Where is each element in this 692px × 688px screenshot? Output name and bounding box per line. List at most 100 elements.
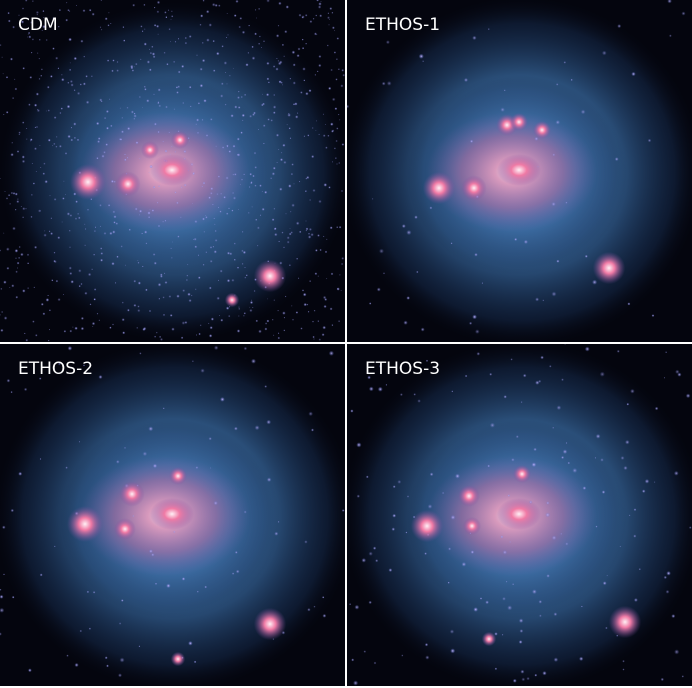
subhalo-dot <box>145 288 148 292</box>
subhalo-dot <box>138 209 143 213</box>
subhalo-dot <box>449 629 455 634</box>
subhalo-dot <box>242 250 247 255</box>
subhalo-dot <box>317 275 319 277</box>
subhalo-dot <box>124 153 126 156</box>
subhalo-dot <box>126 106 129 109</box>
subhalo-dot <box>276 57 278 60</box>
subhalo-dot <box>292 81 296 85</box>
subhalo-dot <box>14 208 17 211</box>
subhalo-dot <box>77 213 79 215</box>
subhalo-dot <box>197 102 201 105</box>
subhalo-dot <box>47 138 51 142</box>
halo-center <box>497 498 541 530</box>
subhalo-dot <box>149 209 151 211</box>
subhalo-dot <box>3 280 7 284</box>
subhalo-dot <box>57 362 62 366</box>
subhalo-dot <box>61 78 65 82</box>
subhalo-dot <box>4 190 6 193</box>
subhalo-dot <box>217 279 220 281</box>
subhalo-dot <box>153 6 156 9</box>
subhalo-dot <box>36 109 41 113</box>
subhalo-dot <box>322 613 327 618</box>
subhalo-dot <box>500 535 504 539</box>
subhalo-dot <box>39 573 43 577</box>
subhalo-dot <box>22 289 26 293</box>
subhalo-dot <box>96 121 100 126</box>
subhalo-dot <box>605 626 608 630</box>
subhalo-dot <box>63 180 65 182</box>
subhalo-dot <box>630 388 635 394</box>
subhalo-dot <box>208 286 212 290</box>
subhalo-dot <box>105 143 109 147</box>
subhalo-dot <box>392 513 397 518</box>
subhalo-dot <box>277 521 280 523</box>
subhalo-dot <box>6 266 10 270</box>
subhalo-dot <box>146 60 151 64</box>
subhalo-dot <box>226 12 228 15</box>
subhalo-dot <box>318 133 320 136</box>
subhalo-dot <box>72 326 74 328</box>
subhalo-dot <box>202 0 205 2</box>
subhalo-dot <box>84 244 86 247</box>
subhalo-dot <box>378 364 383 369</box>
subhalo-dot <box>220 318 224 322</box>
subhalo-dot <box>142 265 144 268</box>
subhalo-dot <box>487 28 490 31</box>
subhalo-dot <box>520 401 523 404</box>
subhalo-dot <box>93 229 97 233</box>
subhalo-dot <box>148 426 154 432</box>
subhalo-dot <box>225 306 230 310</box>
subhalo-dot <box>120 245 123 248</box>
subhalo-dot <box>286 124 288 126</box>
subhalo-dot <box>152 253 156 256</box>
subhalo-dot <box>20 20 25 24</box>
subhalo-dot <box>21 7 25 10</box>
subhalo-dot <box>160 337 163 341</box>
subhalo-dot <box>356 494 360 498</box>
subhalo-dot <box>205 216 208 219</box>
subhalo-dot <box>273 94 276 96</box>
subhalo <box>115 171 141 197</box>
subhalo-dot <box>244 93 247 96</box>
subhalo-dot <box>3 113 5 116</box>
subhalo-dot <box>190 105 192 108</box>
subhalo-dot <box>540 355 544 360</box>
subhalo-dot <box>239 17 243 20</box>
subhalo-dot <box>241 231 244 233</box>
subhalo-dot <box>531 462 537 468</box>
subhalo-dot <box>328 86 332 90</box>
subhalo-dot <box>192 238 195 241</box>
subhalo-dot <box>308 89 312 93</box>
subhalo-dot <box>340 189 344 193</box>
subhalo-dot <box>26 138 28 140</box>
subhalo-dot <box>57 236 61 240</box>
subhalo-dot <box>70 126 73 129</box>
subhalo-dot <box>241 262 244 265</box>
subhalo-dot <box>41 29 43 32</box>
subhalo-dot <box>251 358 256 364</box>
subhalo-dot <box>50 75 53 78</box>
subhalo-dot <box>50 232 54 236</box>
subhalo-dot <box>155 331 158 334</box>
subhalo-dot <box>158 185 161 188</box>
subhalo-dot <box>237 96 240 100</box>
subhalo-dot <box>27 36 29 38</box>
subhalo-dot <box>249 114 253 118</box>
subhalo-dot <box>7 19 11 23</box>
subhalo-dot <box>100 0 103 1</box>
subhalo-dot <box>111 262 115 266</box>
subhalo-dot <box>463 77 469 83</box>
subhalo-dot <box>565 201 568 204</box>
subhalo-dot <box>307 608 311 612</box>
subhalo-dot <box>272 166 276 170</box>
subhalo-dot <box>176 91 179 94</box>
subhalo-dot <box>287 113 291 117</box>
subhalo-dot <box>288 232 292 236</box>
subhalo-dot <box>133 114 137 118</box>
subhalo-dot <box>542 671 547 676</box>
subhalo-dot <box>5 111 9 114</box>
subhalo-dot <box>53 545 56 548</box>
subhalo-dot <box>101 29 103 31</box>
subhalo-dot <box>284 30 288 34</box>
subhalo-dot <box>534 673 538 677</box>
